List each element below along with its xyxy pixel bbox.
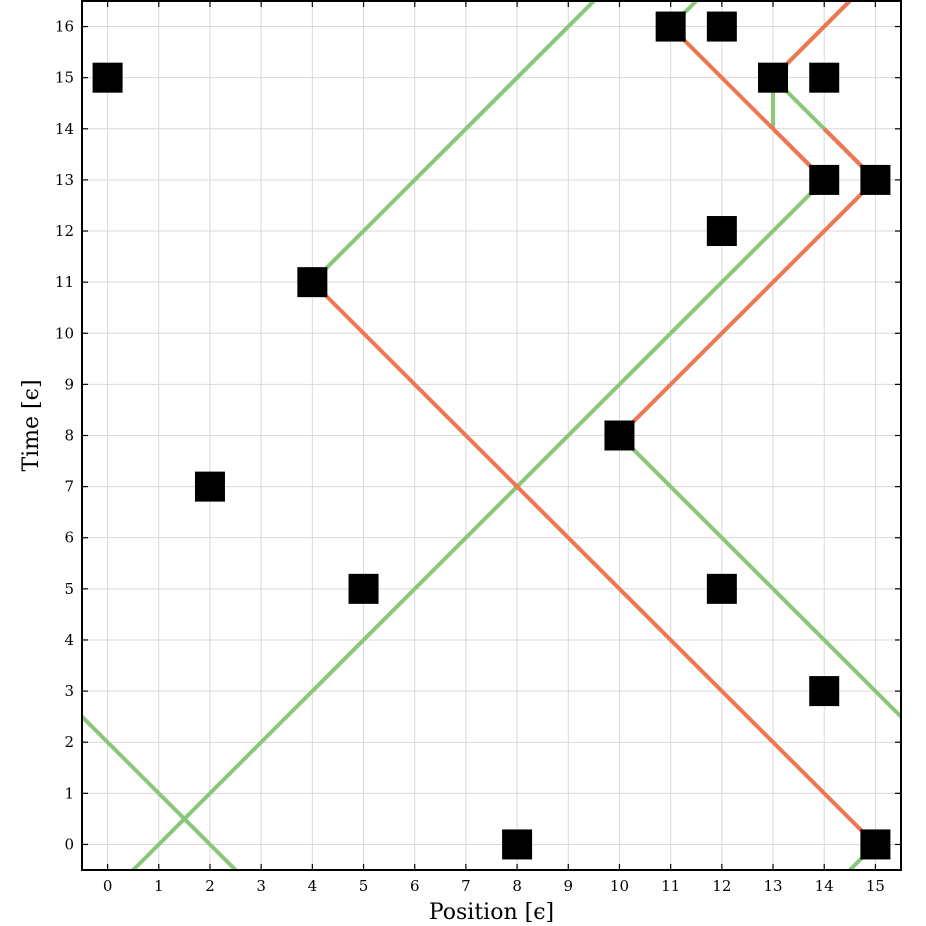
ticks	[82, 1, 901, 870]
y-tick-label: 9	[64, 375, 74, 393]
x-tick-label: 0	[103, 877, 113, 895]
marker-square	[860, 829, 891, 860]
grid	[82, 1, 901, 870]
y-tick-label: 2	[64, 733, 74, 751]
y-tick-label: 13	[55, 171, 74, 189]
x-tick-label: 4	[308, 877, 318, 895]
y-tick-label: 8	[64, 427, 74, 445]
x-tick-label: 12	[712, 877, 731, 895]
y-tick-label: 12	[55, 222, 74, 240]
x-tick-label: 11	[661, 877, 680, 895]
marker-square	[809, 62, 840, 93]
x-tick-label: 15	[866, 877, 885, 895]
series-line-orange	[310, 280, 877, 846]
marker-square	[348, 573, 379, 604]
y-tick-label: 3	[64, 682, 74, 700]
x-tick-label: 8	[512, 877, 522, 895]
marker-square	[758, 62, 789, 93]
x-tick-label: 7	[461, 877, 471, 895]
marker-square	[297, 267, 328, 298]
y-tick-label: 11	[55, 273, 74, 291]
series-lines	[82, 1, 901, 870]
y-tick-label: 0	[64, 835, 74, 853]
marker-square	[92, 62, 123, 93]
marker-square	[655, 11, 686, 42]
marker-square	[809, 676, 840, 707]
series-line-orange	[669, 25, 826, 182]
x-axis-label: Position [ϵ]	[429, 900, 554, 925]
series-line-green	[618, 434, 901, 719]
y-tick-label: 7	[64, 478, 74, 496]
marker-square	[706, 11, 737, 42]
marker-square	[706, 216, 737, 247]
y-tick-label: 6	[64, 529, 74, 547]
marker-square	[194, 471, 225, 502]
marker-square	[706, 573, 737, 604]
y-tick-label: 16	[55, 18, 74, 36]
x-tick-label: 10	[610, 877, 629, 895]
tick-labels: 0 1 2 3 4 5 6 7 8 9 10 11 12 13 14 15012345678910111213…	[55, 18, 885, 895]
x-tick-label: 3	[256, 877, 266, 895]
x-tick-label: 14	[815, 877, 834, 895]
series-line-green	[310, 1, 596, 284]
series-line-orange	[618, 178, 877, 437]
y-tick-label: 10	[55, 324, 74, 342]
y-tick-label: 14	[55, 120, 74, 138]
y-tick-label: 15	[55, 69, 74, 87]
y-axis-label: Time [ϵ]	[19, 379, 44, 471]
series-line-green	[82, 715, 237, 870]
markers	[92, 11, 891, 860]
y-tick-label: 5	[64, 580, 74, 598]
marker-square	[502, 829, 533, 860]
x-tick-label: 13	[763, 877, 782, 895]
y-tick-label: 4	[64, 631, 74, 649]
x-tick-label: 6	[410, 877, 420, 895]
marker-square	[809, 164, 840, 195]
marker-square	[604, 420, 635, 451]
y-tick-label: 1	[64, 784, 74, 802]
x-tick-label: 2	[205, 877, 215, 895]
marker-square	[860, 164, 891, 195]
x-tick-label: 5	[359, 877, 369, 895]
x-tick-label: 1	[154, 877, 164, 895]
x-tick-label: 9	[564, 877, 574, 895]
